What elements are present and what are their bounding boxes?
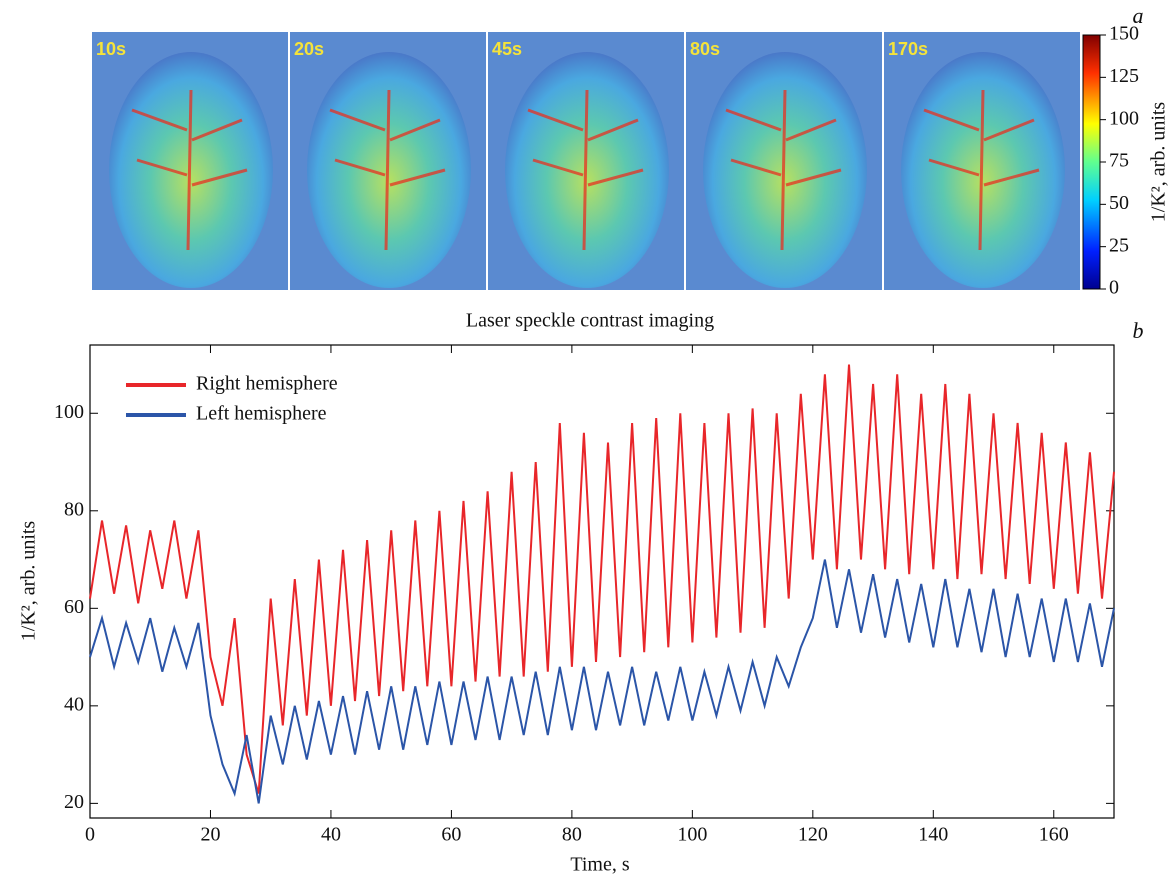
x-tick-label: 60 bbox=[441, 824, 461, 846]
panel-label: 80s bbox=[690, 39, 720, 59]
colorbar-tick-label: 125 bbox=[1109, 65, 1139, 87]
y-tick-label: 80 bbox=[64, 498, 84, 520]
vessel bbox=[725, 89, 842, 251]
x-axis-label: Time, s bbox=[570, 854, 630, 876]
x-tick-label: 140 bbox=[918, 824, 948, 846]
vessel bbox=[527, 89, 644, 251]
x-tick-label: 160 bbox=[1039, 824, 1069, 846]
vessel bbox=[131, 89, 248, 251]
colorbar-label: 1/K², arb. units bbox=[1148, 102, 1170, 223]
x-tick-label: 20 bbox=[200, 824, 220, 846]
panel-label: 10s bbox=[96, 39, 126, 59]
legend-label: Right hemisphere bbox=[196, 373, 338, 395]
y-tick-label: 100 bbox=[54, 401, 84, 423]
plot-frame bbox=[89, 344, 1115, 819]
panel-label: 45s bbox=[492, 39, 522, 59]
x-tick-label: 0 bbox=[85, 824, 95, 846]
x-tick-label: 100 bbox=[677, 824, 707, 846]
data-line bbox=[89, 364, 1115, 794]
x-tick-label: 80 bbox=[562, 824, 582, 846]
vessel bbox=[923, 89, 1040, 251]
caption: Laser speckle contrast imaging bbox=[466, 310, 714, 332]
colorbar-tick-label: 50 bbox=[1109, 192, 1129, 214]
colorbar-tick-label: 25 bbox=[1109, 234, 1129, 256]
y-axis-label: 1/K², arb. units bbox=[18, 521, 40, 642]
colorbar-tick-label: 150 bbox=[1109, 23, 1139, 45]
data-line bbox=[89, 559, 1115, 804]
colorbar-tick-label: 75 bbox=[1109, 150, 1129, 172]
panel-label: 20s bbox=[294, 39, 324, 59]
y-tick-label: 40 bbox=[64, 693, 84, 715]
x-tick-label: 40 bbox=[321, 824, 341, 846]
vessel bbox=[329, 89, 446, 251]
y-tick-label: 60 bbox=[64, 596, 84, 618]
colorbar-tick-label: 100 bbox=[1109, 107, 1139, 129]
colorbar bbox=[1082, 34, 1101, 290]
x-tick-label: 120 bbox=[798, 824, 828, 846]
y-tick-label: 20 bbox=[64, 791, 84, 813]
legend-label: Left hemisphere bbox=[196, 403, 327, 425]
panel-tag: b bbox=[1133, 318, 1144, 343]
panel-tag: a bbox=[1133, 3, 1144, 28]
panel-label: 170s bbox=[888, 39, 928, 59]
image-panels: 10s 20s 45s 80s 170s bbox=[92, 32, 1080, 290]
colorbar-tick-label: 0 bbox=[1109, 277, 1119, 299]
